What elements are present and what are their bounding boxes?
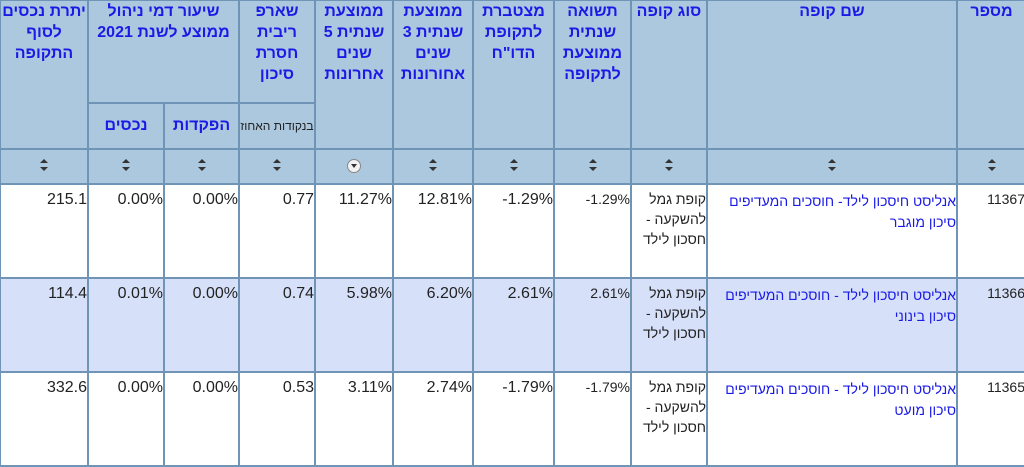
cumulative-return: -1.79% xyxy=(472,371,555,467)
fund-type: קופת גמל להשקעה - חסכון לילד xyxy=(630,183,708,279)
header-management-fees: שיעור דמי ניהול ממוצע לשנת 2021 xyxy=(87,0,240,104)
header-fund-type[interactable]: סוג קופה xyxy=(630,0,708,150)
fund-type: קופת גמל להשקעה - חסכון לילד xyxy=(630,371,708,467)
sort-assets[interactable] xyxy=(0,148,89,185)
sort-both-icon[interactable] xyxy=(665,158,673,171)
sharpe: 0.77 xyxy=(238,183,316,279)
sort-both-icon[interactable] xyxy=(40,158,48,171)
fund-id: 11365 xyxy=(956,371,1024,467)
fees-assets: 0.01% xyxy=(87,277,165,373)
fund-name-link[interactable]: אנליסט חיסכון לילד- חוסכים המעדיפים סיכו… xyxy=(729,193,956,230)
fund-type: קופת גמל להשקעה - חסכון לילד xyxy=(630,277,708,373)
sort-both-icon[interactable] xyxy=(987,158,996,171)
avg-5-years: 11.27% xyxy=(314,183,394,279)
assets: 332.6 xyxy=(0,371,89,467)
fund-name-link[interactable]: אנליסט חיסכון לילד - חוסכים המעדיפים סיכ… xyxy=(725,381,956,418)
fund-name-link[interactable]: אנליסט חיסכון לילד - חוסכים המעדיפים סיכ… xyxy=(725,287,956,324)
cumulative-return: -1.29% xyxy=(472,183,555,279)
assets: 114.4 xyxy=(0,277,89,373)
cumulative-return: 2.61% xyxy=(472,277,555,373)
annual-return: -1.29% xyxy=(553,183,632,279)
header-fund-id[interactable]: מספר xyxy=(956,0,1024,150)
table-row: 11365 אנליסט חיסכון לילד - חוסכים המעדיפ… xyxy=(0,371,1024,467)
fees-assets: 0.00% xyxy=(87,371,165,467)
header-avg-5-years[interactable]: ממוצעת שנתית 5 שנים אחרונות xyxy=(314,0,394,150)
fees-deposits: 0.00% xyxy=(163,183,240,279)
annual-return: -1.79% xyxy=(553,371,632,467)
sort-both-icon[interactable] xyxy=(429,158,437,171)
header-assets[interactable]: יתרת נכסים לסוף התקופה xyxy=(0,0,89,150)
fund-name-cell: אנליסט חיסכון לילד- חוסכים המעדיפים סיכו… xyxy=(706,183,958,279)
header-fund-name[interactable]: שם קופה xyxy=(706,0,958,150)
sort-avg-3-years[interactable] xyxy=(392,148,474,185)
header-fees-deposits[interactable]: הפקדות xyxy=(163,102,240,150)
sort-both-icon[interactable] xyxy=(273,158,281,171)
sharpe: 0.53 xyxy=(238,371,316,467)
sharpe: 0.74 xyxy=(238,277,316,373)
sort-fund-name[interactable] xyxy=(706,148,958,185)
fees-deposits: 0.00% xyxy=(163,277,240,373)
fund-name-cell: אנליסט חיסכון לילד - חוסכים המעדיפים סיכ… xyxy=(706,277,958,373)
sort-both-icon[interactable] xyxy=(588,158,597,171)
assets: 215.1 xyxy=(0,183,89,279)
sort-both-icon[interactable] xyxy=(122,158,130,171)
fund-id: 11367 xyxy=(956,183,1024,279)
sort-both-icon[interactable] xyxy=(197,158,206,171)
fees-deposits: 0.00% xyxy=(163,371,240,467)
header-sharpe[interactable]: שארפ ריבית חסרת סיכון xyxy=(238,0,316,104)
avg-3-years: 6.20% xyxy=(392,277,474,373)
fund-id: 11366 xyxy=(956,277,1024,373)
sort-fund-type[interactable] xyxy=(630,148,708,185)
annual-return: 2.61% xyxy=(553,277,632,373)
header-avg-3-years[interactable]: ממוצעת שנתית 3 שנים אחורונות xyxy=(392,0,474,150)
header-sharpe-unit: בנקודות האחוז xyxy=(238,102,316,150)
header-cumulative-return[interactable]: מצטברת לתקופת הדו"ח xyxy=(472,0,555,150)
sort-annual-return[interactable] xyxy=(553,148,632,185)
sort-avg-5-years[interactable] xyxy=(314,148,394,185)
header-annual-return[interactable]: תשואה שנתית ממוצעת לתקופה xyxy=(553,0,632,150)
fund-name-cell: אנליסט חיסכון לילד - חוסכים המעדיפים סיכ… xyxy=(706,371,958,467)
fees-assets: 0.00% xyxy=(87,183,165,279)
sort-both-icon[interactable] xyxy=(828,158,836,171)
sort-both-icon[interactable] xyxy=(509,158,518,171)
avg-5-years: 3.11% xyxy=(314,371,394,467)
sort-cumulative-return[interactable] xyxy=(472,148,555,185)
sort-fees-assets[interactable] xyxy=(87,148,165,185)
table-row: 11367 אנליסט חיסכון לילד- חוסכים המעדיפי… xyxy=(0,183,1024,279)
sort-fund-id[interactable] xyxy=(956,148,1024,185)
avg-3-years: 2.74% xyxy=(392,371,474,467)
sort-sharpe[interactable] xyxy=(238,148,316,185)
table-row: 11366 אנליסט חיסכון לילד - חוסכים המעדיפ… xyxy=(0,277,1024,373)
header-fees-assets[interactable]: נכסים xyxy=(87,102,165,150)
sort-row xyxy=(0,148,1024,185)
sort-descending-icon[interactable] xyxy=(347,159,361,174)
avg-5-years: 5.98% xyxy=(314,277,394,373)
avg-3-years: 12.81% xyxy=(392,183,474,279)
sort-fees-deposits[interactable] xyxy=(163,148,240,185)
